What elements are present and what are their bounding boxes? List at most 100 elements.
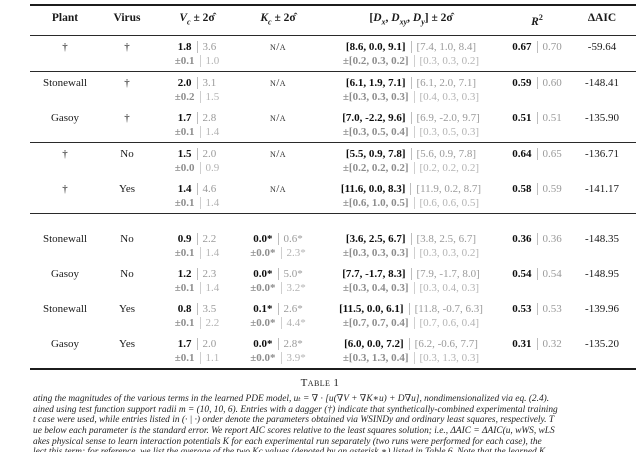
wsindy-value: 0.36 bbox=[512, 233, 532, 246]
na-label: n/a bbox=[269, 148, 287, 161]
wsindy-value: 0.8 bbox=[177, 303, 192, 316]
cell-delta-aic: -148.41 bbox=[568, 71, 636, 108]
cell-diffusion: [8.6, 0.0, 9.1] [7.4, 1.0, 8.4] bbox=[316, 36, 506, 55]
ls-value: 3.5 bbox=[196, 303, 217, 316]
cell-r2-error bbox=[506, 247, 568, 264]
ls-value: 2.2 bbox=[196, 233, 217, 246]
wsindy-value: 0.31 bbox=[512, 338, 532, 351]
header-row: Plant Virus Vc ± 2σ̂ Kc ± 2σ̂ [Dx, Dxy, … bbox=[30, 4, 636, 37]
error-wsindy: ±0.1 bbox=[174, 316, 195, 329]
cell-r2-error bbox=[506, 352, 568, 370]
error-wsindy: ±0.1 bbox=[174, 54, 195, 67]
wsindy-value: 1.7 bbox=[177, 338, 192, 351]
cell-vc: 1.7 2.8 bbox=[154, 107, 240, 126]
wsindy-value: [5.5, 0.9, 7.8] bbox=[345, 148, 406, 161]
ls-value: 0.59 bbox=[536, 183, 562, 196]
table-row-main: Gasoy † 1.7 2.8 n/a [7.0, -2.2, 9.6] [6.9,… bbox=[30, 107, 636, 126]
cell-diffusion: [6.1, 1.9, 7.1] [6.1, 2.0, 7.1] bbox=[316, 71, 506, 91]
cell-diffusion: [5.5, 0.9, 7.8] [5.6, 0.9, 7.8] bbox=[316, 142, 506, 162]
cell-kc: 0.0* 2.8* bbox=[240, 333, 316, 352]
error-wsindy: ±[0.3, 0.3, 0.3] bbox=[342, 246, 409, 259]
wsindy-value: 0.67 bbox=[512, 41, 532, 54]
cell-kc-error: ±0.0* 3.9* bbox=[240, 351, 316, 370]
cell-kc: n/a bbox=[240, 36, 316, 55]
cell-r2-error bbox=[506, 282, 568, 299]
caption-line: t case were used, while entries listed i… bbox=[33, 415, 555, 426]
wsindy-value: 0.9 bbox=[177, 233, 192, 246]
cell-virus: Yes bbox=[118, 303, 135, 316]
cell-vc-error: ±0.1 1.4 bbox=[154, 281, 240, 299]
wsindy-value: 0.58 bbox=[512, 183, 532, 196]
ls-value: 4.6 bbox=[196, 183, 217, 196]
error-ls: 2.3* bbox=[280, 246, 306, 259]
cell-diffusion: [3.6, 2.5, 6.7] [3.8, 2.5, 6.7] bbox=[316, 213, 506, 247]
error-wsindy: ±0.1 bbox=[174, 281, 195, 294]
cell-plant: † bbox=[30, 142, 100, 179]
error-wsindy: ±[0.6, 1.0, 0.5] bbox=[342, 196, 409, 209]
cell-r2: 0.36 0.36 bbox=[506, 213, 568, 247]
cell-delta-aic: -148.95 bbox=[585, 268, 619, 281]
column-header-virus: Virus bbox=[100, 4, 154, 37]
table-row-error: ±0.1 1.4 ±[0.3, 0.5, 0.4] [0.3, 0.5, 0.3] bbox=[30, 125, 636, 143]
ls-value: 2.3 bbox=[196, 268, 217, 281]
error-ls: [0.6, 0.6, 0.5] bbox=[413, 196, 480, 209]
cell-diffusion: [11.6, 0.0, 8.3] [11.9, 0.2, 8.7] bbox=[316, 178, 506, 197]
cell-plant: Stonewall bbox=[43, 303, 87, 316]
cell-virus: Yes bbox=[118, 338, 135, 351]
error-ls: [0.3, 0.5, 0.3] bbox=[413, 125, 480, 138]
cell-vc-error: ±0.2 1.5 bbox=[154, 90, 240, 108]
column-header-vc: Vc ± 2σ̂ bbox=[154, 4, 240, 37]
column-header-kc: Kc ± 2σ̂ bbox=[240, 4, 316, 37]
table-row-main: † Yes 1.4 4.6 n/a [11.6, 0.0, 8.3] [11.9, … bbox=[30, 178, 636, 197]
cell-vc-error: ±0.1 1.4 bbox=[154, 246, 240, 264]
cell-virus: No bbox=[100, 142, 154, 179]
bracket-open: [ bbox=[369, 12, 374, 24]
table-row-error: ±0.1 1.4 ±0.0* 2.3* ±[0.3, 0.3, 0.3] [0.3, … bbox=[30, 246, 636, 264]
error-ls: [0.4, 0.3, 0.3] bbox=[413, 90, 480, 103]
cell-diffusion-error: ±[0.6, 1.0, 0.5] [0.6, 0.6, 0.5] bbox=[316, 196, 506, 214]
cell-vc-error: ±0.1 2.2 bbox=[154, 316, 240, 334]
wsindy-value: 1.5 bbox=[177, 148, 192, 161]
cell-r2-error bbox=[506, 91, 568, 108]
cell-plant: Stonewall bbox=[30, 71, 100, 108]
cell-r2-error bbox=[506, 197, 568, 214]
error-wsindy: ±0.0* bbox=[250, 351, 276, 364]
cell-plant: Gasoy bbox=[50, 338, 80, 351]
cell-diffusion-error: ±[0.3, 0.3, 0.3] [0.3, 0.3, 0.2] bbox=[316, 246, 506, 264]
error-ls: 1.4 bbox=[199, 281, 220, 294]
cell-vc-error: ±0.1 1.4 bbox=[154, 125, 240, 143]
cell-virus: No bbox=[120, 268, 134, 281]
ls-value: [11.8, -0.7, 6.3] bbox=[408, 303, 483, 316]
cell-kc-error: ±0.0* 4.4* bbox=[240, 316, 316, 334]
error-ls: 1.4 bbox=[199, 125, 220, 138]
column-header-plant: Plant bbox=[30, 4, 100, 37]
cell-delta-aic: -59.64 bbox=[587, 41, 617, 54]
cell-r2-error bbox=[506, 317, 568, 334]
caption-line: lect this term; for reference, we list t… bbox=[33, 447, 640, 452]
error-wsindy: ±[0.2, 0.3, 0.2] bbox=[342, 54, 409, 67]
error-wsindy: ±0.0* bbox=[250, 281, 276, 294]
table-row-main: Gasoy Yes 1.7 2.0 0.0* 2.8* [6.0, 0.0, 7.2… bbox=[30, 333, 636, 352]
wsindy-value: 1.7 bbox=[177, 112, 192, 125]
wsindy-value: 0.59 bbox=[512, 77, 532, 90]
table-row-error: ±0.1 1.4 ±[0.6, 1.0, 0.5] [0.6, 0.6, 0.5] bbox=[30, 196, 636, 214]
error-wsindy: ±[0.2, 0.2, 0.2] bbox=[342, 161, 409, 174]
error-ls: 2.2 bbox=[199, 316, 220, 329]
ls-value: [7.4, 1.0, 8.4] bbox=[410, 41, 477, 54]
cell-diffusion-error: ±[0.2, 0.2, 0.2] [0.2, 0.2, 0.2] bbox=[316, 161, 506, 179]
cell-delta-aic: -139.96 bbox=[585, 303, 619, 316]
column-header-diffusion: [Dx, Dxy, Dy] ± 2σ̂ bbox=[316, 4, 506, 37]
cell-delta-aic: -148.35 bbox=[568, 213, 636, 264]
table-row-error: ±0.0 0.9 ±[0.2, 0.2, 0.2] [0.2, 0.2, 0.2] bbox=[30, 161, 636, 179]
cell-kc-error bbox=[240, 197, 316, 214]
cell-diffusion: [7.0, -2.2, 9.6] [6.9, -2.0, 9.7] bbox=[316, 107, 506, 126]
cell-vc: 1.2 2.3 bbox=[154, 263, 240, 282]
cell-plant: † bbox=[62, 41, 68, 54]
cell-kc-error bbox=[240, 162, 316, 179]
cell-vc-error: ±0.1 1.4 bbox=[154, 196, 240, 214]
wsindy-value: 0.53 bbox=[512, 303, 532, 316]
kc-subscript: c bbox=[268, 17, 272, 27]
cell-r2: 0.51 0.51 bbox=[506, 107, 568, 126]
cell-kc: n/a bbox=[240, 178, 316, 197]
table-row-error: ±0.1 1.4 ±0.0* 3.2* ±[0.3, 0.4, 0.3] [0.3, … bbox=[30, 281, 636, 299]
